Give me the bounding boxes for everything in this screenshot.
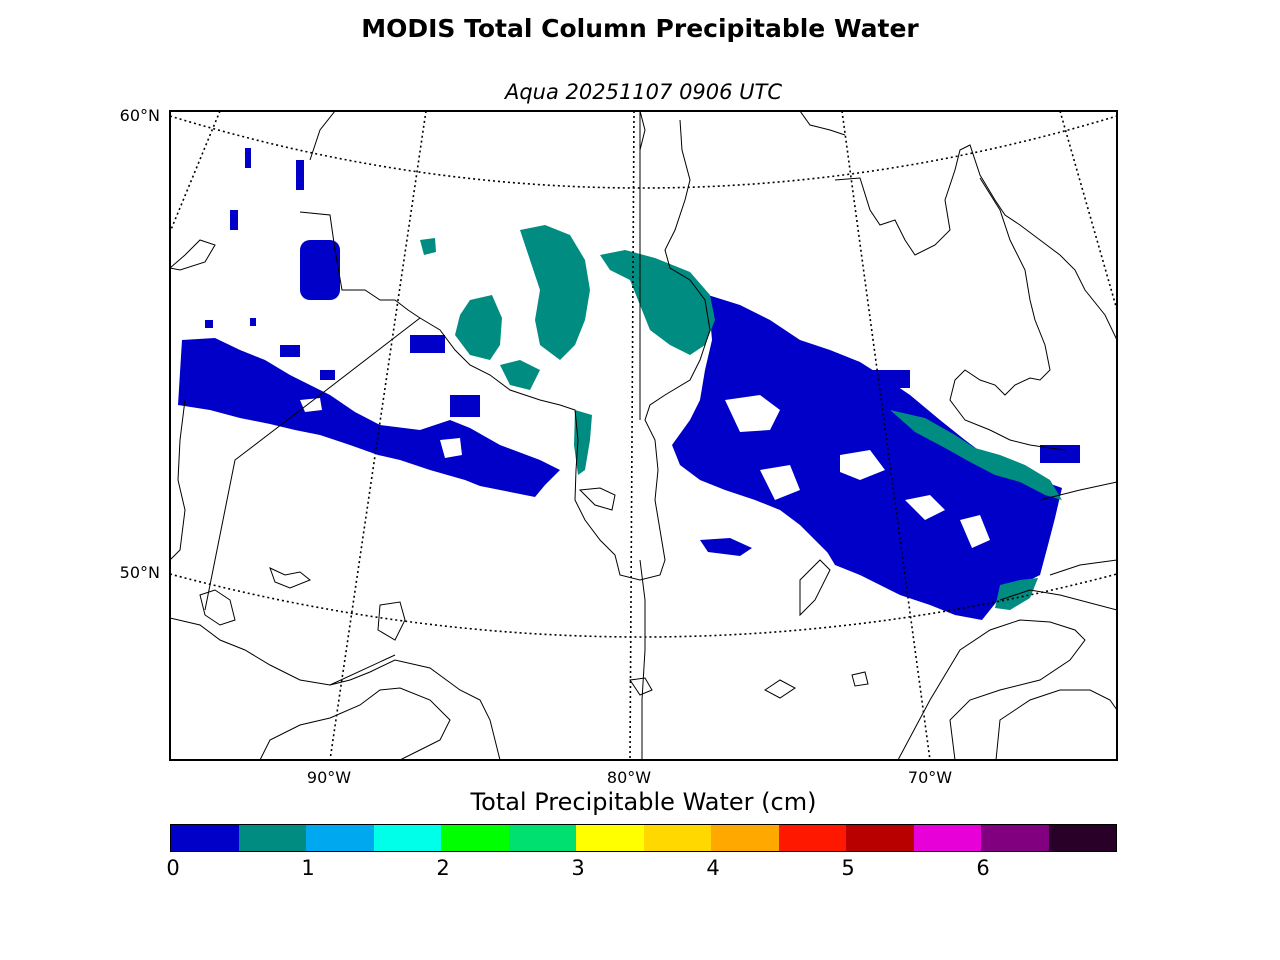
colorbar-segment: [238, 825, 306, 851]
colorbar-segment: [171, 825, 239, 851]
colorbar-segment: [913, 825, 981, 851]
tpw-speckles: [205, 148, 1080, 463]
colorbar-tick-label: 3: [571, 856, 585, 880]
colorbar-segment: [508, 825, 576, 851]
colorbar-segment: [576, 825, 644, 851]
colorbar-segment: [846, 825, 914, 851]
colorbar-tick-label: 4: [706, 856, 720, 880]
colorbar-segment: [373, 825, 441, 851]
boundaries: [204, 111, 641, 686]
lon-label-90w: 90°W: [306, 768, 352, 787]
colorbar-segment: [306, 825, 374, 851]
chart-title: MODIS Total Column Precipitable Water: [361, 14, 919, 43]
colorbar-tick-label: 6: [976, 856, 990, 880]
coastlines: [170, 111, 1117, 760]
graticule: [170, 111, 1117, 760]
map-frame: [169, 110, 1118, 761]
chart-subtitle: Aqua 20251107 0906 UTC: [504, 80, 783, 104]
colorbar-title: Total Precipitable Water (cm): [470, 788, 817, 816]
lat-label-60n: 60°N: [119, 106, 160, 125]
colorbar-tick-label: 2: [436, 856, 450, 880]
colorbar-segment: [643, 825, 711, 851]
colorbar-segment: [1048, 825, 1116, 851]
colorbar-segment: [441, 825, 509, 851]
colorbar-segment: [981, 825, 1049, 851]
colorbar-segment: [711, 825, 779, 851]
lon-label-70w: 70°W: [907, 768, 953, 787]
lat-label-50n: 50°N: [119, 563, 160, 582]
colorbar-segment: [778, 825, 846, 851]
lon-label-80w: 80°W: [606, 768, 652, 787]
colorbar-tick-label: 0: [166, 856, 180, 880]
colorbar-tick-label: 1: [301, 856, 315, 880]
colorbar: [170, 824, 1117, 852]
tpw-teal-regions: [420, 225, 1062, 610]
cloud-gaps: [300, 395, 990, 548]
tpw-swath-west: [178, 338, 560, 497]
colorbar-tick-label: 5: [841, 856, 855, 880]
